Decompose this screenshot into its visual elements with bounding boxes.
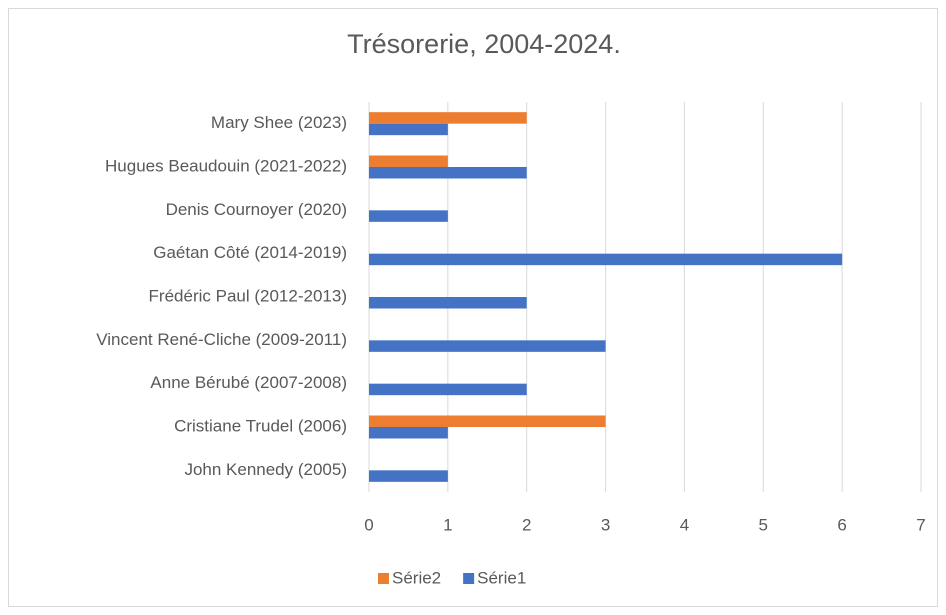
x-tick-label: 7 [916,515,925,534]
bar [369,155,448,167]
x-tick-label: 6 [837,515,846,534]
bar [369,340,606,352]
y-tick-label: Vincent René-Cliche (2009-2011) [96,330,347,349]
bar [369,297,527,309]
legend-swatch [378,573,389,584]
chart-title: Trésorerie, 2004-2024. [347,29,621,59]
bar [369,383,527,396]
bar [369,210,448,222]
bar [369,112,527,124]
x-tick-label: 0 [364,515,373,534]
y-tick-label: Gaétan Côté (2014-2019) [153,243,347,262]
bar [369,470,448,482]
legend-label: Série2 [392,568,441,587]
x-tick-label: 2 [522,515,531,534]
y-tick-label: Anne Bérubé (2007-2008) [150,373,347,392]
x-tick-label: 3 [601,515,610,534]
y-tick-label: Cristiane Trudel (2006) [174,416,347,435]
bar [369,167,527,179]
y-tick-label: Denis Cournoyer (2020) [166,200,347,219]
legend-label: Série1 [477,568,526,587]
y-tick-label: Frédéric Paul (2012-2013) [149,286,347,305]
legend-swatch [463,573,475,584]
bar [369,427,448,439]
x-tick-label: 5 [759,515,768,534]
y-tick-label: Mary Shee (2023) [211,113,347,132]
bar [369,123,448,136]
y-tick-label: Hugues Beaudouin (2021-2022) [105,156,347,175]
bar [369,253,843,266]
x-tick-label: 1 [443,515,452,534]
x-tick-label: 4 [680,515,689,534]
bar [369,415,606,427]
y-tick-label: John Kennedy (2005) [184,460,347,479]
